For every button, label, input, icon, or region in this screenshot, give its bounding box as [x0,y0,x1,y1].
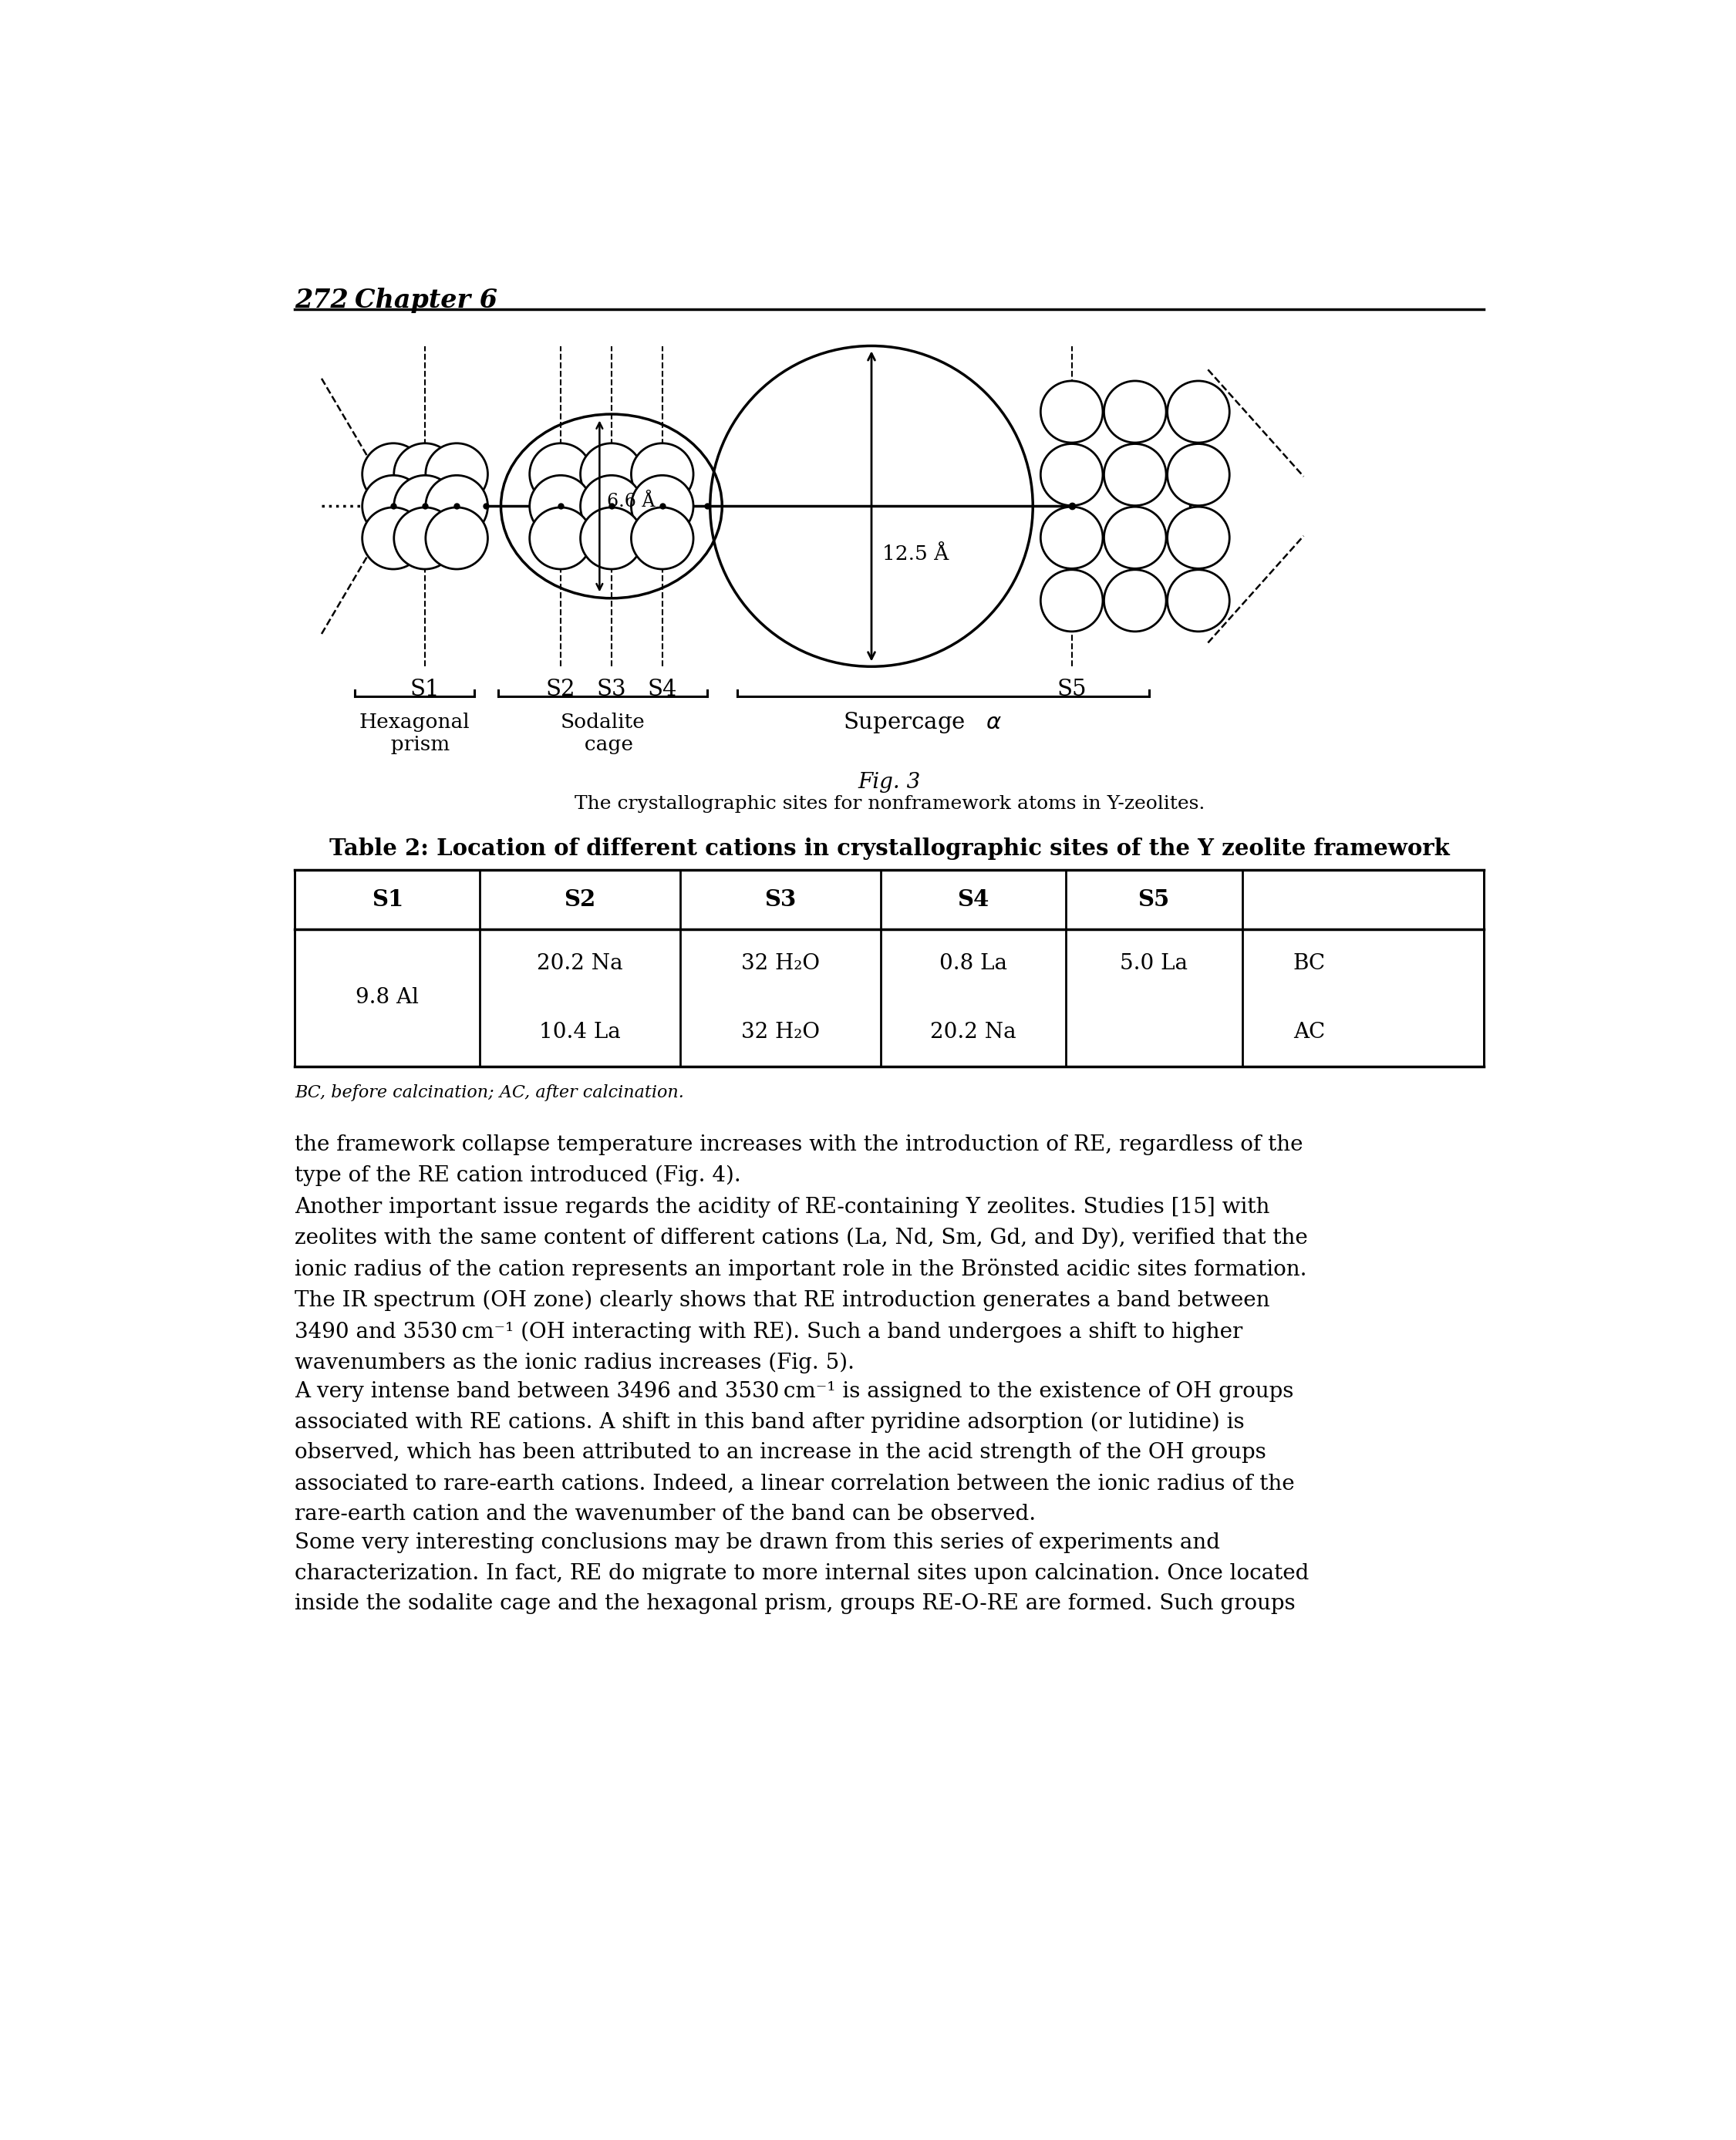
Circle shape [394,443,457,505]
Text: Another important issue regards the acidity of RE-containing Y zeolites. Studies: Another important issue regards the acid… [295,1196,1307,1374]
Text: A very intense band between 3496 and 3530 cm⁻¹ is assigned to the existence of O: A very intense band between 3496 and 353… [295,1380,1295,1524]
Circle shape [425,507,488,569]
Text: Sodalite
  cage: Sodalite cage [561,713,644,755]
Circle shape [1040,507,1102,569]
Circle shape [632,443,693,505]
Circle shape [425,443,488,505]
Text: AC: AC [1293,1021,1325,1042]
Circle shape [363,475,424,537]
Text: S3: S3 [597,678,627,700]
Text: S3: S3 [764,888,797,912]
Text: S1: S1 [372,888,403,912]
Text: S4: S4 [648,678,677,700]
Circle shape [363,443,424,505]
Text: Table 2: Location of different cations in crystallographic sites of the Y zeolit: Table 2: Location of different cations i… [330,837,1450,860]
Circle shape [394,475,457,537]
Circle shape [1104,443,1167,505]
Text: S2: S2 [564,888,595,912]
Circle shape [1040,443,1102,505]
Text: S5: S5 [1139,888,1170,912]
Text: BC: BC [1293,952,1326,974]
Circle shape [632,475,693,537]
Circle shape [1167,507,1229,569]
Text: S4: S4 [957,888,990,912]
Circle shape [580,475,642,537]
Text: S2: S2 [545,678,576,700]
Text: 5.0 La: 5.0 La [1120,952,1187,974]
Text: Some very interesting conclusions may be drawn from this series of experiments a: Some very interesting conclusions may be… [295,1532,1309,1614]
Circle shape [1167,569,1229,631]
Circle shape [1104,507,1167,569]
Circle shape [1040,381,1102,443]
Text: Hexagonal
  prism: Hexagonal prism [359,713,470,755]
Circle shape [1104,569,1167,631]
Circle shape [394,507,457,569]
Text: 9.8 Al: 9.8 Al [356,987,418,1008]
Text: 20.2 Na: 20.2 Na [536,952,623,974]
Bar [295,871,1484,1066]
Text: 272: 272 [295,287,349,312]
Text: S5: S5 [1057,678,1087,700]
Circle shape [580,443,642,505]
Circle shape [425,475,488,537]
Text: 32 H₂O: 32 H₂O [741,952,819,974]
Text: 0.8 La: 0.8 La [939,952,1007,974]
Circle shape [529,475,592,537]
Text: Chapter 6: Chapter 6 [354,287,496,312]
Text: The crystallographic sites for nonframework atoms in Y-zeolites.: The crystallographic sites for nonframew… [575,794,1205,813]
Circle shape [529,507,592,569]
Circle shape [632,507,693,569]
Text: 20.2 Na: 20.2 Na [930,1021,1016,1042]
Text: 32 H₂O: 32 H₂O [741,1021,819,1042]
Circle shape [1167,381,1229,443]
Circle shape [580,507,642,569]
Text: 12.5 Å: 12.5 Å [882,544,950,563]
Text: Supercage   $\alpha$: Supercage $\alpha$ [842,710,1002,734]
Text: Fig. 3: Fig. 3 [858,773,920,794]
Text: the framework collapse temperature increases with the introduction of RE, regard: the framework collapse temperature incre… [295,1134,1304,1186]
Text: 10.4 La: 10.4 La [540,1021,621,1042]
Text: 6.6 Å: 6.6 Å [606,492,654,509]
Text: S1: S1 [410,678,439,700]
Circle shape [1040,569,1102,631]
Circle shape [529,443,592,505]
Text: BC, before calcination; AC, after calcination.: BC, before calcination; AC, after calcin… [295,1085,684,1100]
Circle shape [363,507,424,569]
Circle shape [1104,381,1167,443]
Circle shape [1167,443,1229,505]
